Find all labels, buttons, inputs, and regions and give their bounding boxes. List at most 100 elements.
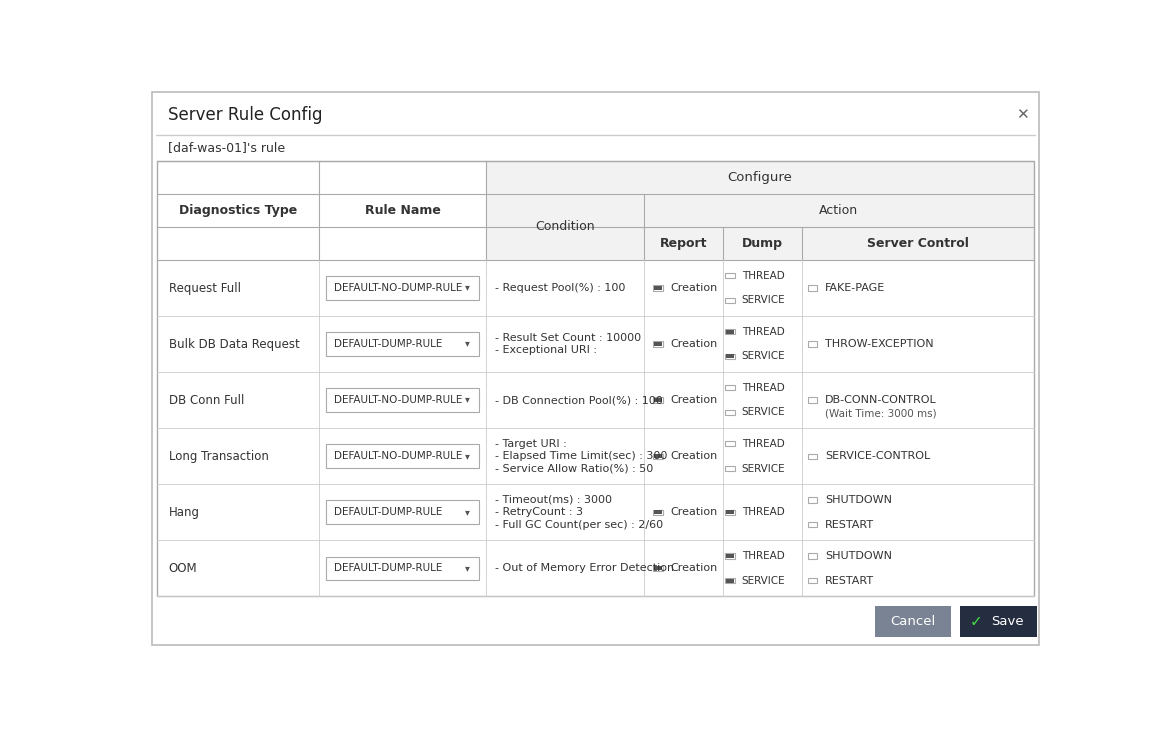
Bar (960, 606, 1037, 637)
Text: THREAD: THREAD (741, 551, 784, 561)
Text: - Exceptional URI :: - Exceptional URI : (495, 345, 597, 356)
Bar (726, 579, 733, 583)
Text: - Target URI :: - Target URI : (495, 439, 567, 449)
Bar (327, 388, 479, 412)
Text: - RetryCount : 3: - RetryCount : 3 (495, 507, 583, 518)
Text: THREAD: THREAD (741, 383, 784, 393)
Text: Bulk DB Data Request: Bulk DB Data Request (168, 337, 300, 350)
Text: SERVICE-CONTROL: SERVICE-CONTROL (825, 451, 931, 461)
Text: Diagnostics Type: Diagnostics Type (179, 204, 297, 217)
Bar (726, 355, 733, 358)
Text: - Request Pool(%) : 100: - Request Pool(%) : 100 (495, 283, 625, 293)
Text: - Elapsed Time Limit(sec) : 300: - Elapsed Time Limit(sec) : 300 (495, 451, 667, 461)
Text: Creation: Creation (670, 283, 718, 293)
Text: Server Control: Server Control (867, 237, 969, 250)
Text: ▾: ▾ (465, 283, 469, 293)
Bar (808, 578, 817, 583)
Text: THREAD: THREAD (741, 327, 784, 337)
Bar (327, 276, 479, 300)
Bar (875, 606, 952, 637)
Bar (808, 553, 817, 558)
Text: - Timeout(ms) : 3000: - Timeout(ms) : 3000 (495, 495, 612, 505)
Text: Request Full: Request Full (168, 282, 241, 294)
Text: Rule Name: Rule Name (365, 204, 440, 217)
Text: ▾: ▾ (465, 450, 469, 461)
Bar (725, 578, 734, 583)
Bar (725, 410, 734, 415)
Bar (808, 522, 817, 527)
Text: Creation: Creation (670, 451, 718, 461)
Bar (157, 161, 1034, 260)
Text: ▾: ▾ (465, 394, 469, 404)
Text: Long Transaction: Long Transaction (168, 450, 268, 463)
Text: - Service Allow Ratio(%) : 50: - Service Allow Ratio(%) : 50 (495, 464, 653, 474)
Bar (654, 566, 661, 570)
Bar (808, 497, 817, 502)
Text: RESTART: RESTART (825, 576, 874, 585)
Text: Configure: Configure (727, 171, 792, 184)
Text: ▾: ▾ (465, 563, 469, 573)
Text: Creation: Creation (670, 507, 718, 518)
Text: DEFAULT-DUMP-RULE: DEFAULT-DUMP-RULE (333, 564, 442, 573)
Text: DEFAULT-NO-DUMP-RULE: DEFAULT-NO-DUMP-RULE (333, 395, 462, 405)
Bar (725, 385, 734, 391)
Bar (726, 554, 733, 558)
Text: [daf-was-01]'s rule: [daf-was-01]'s rule (167, 141, 285, 154)
Text: SERVICE: SERVICE (741, 464, 786, 474)
Text: DB-CONN-CONTROL: DB-CONN-CONTROL (825, 395, 937, 405)
Bar (653, 398, 664, 403)
Text: (Wait Time: 3000 ms): (Wait Time: 3000 ms) (825, 409, 937, 418)
Bar (653, 510, 664, 515)
Bar (653, 285, 664, 291)
Text: DEFAULT-DUMP-RULE: DEFAULT-DUMP-RULE (333, 339, 442, 349)
Text: FAKE-PAGE: FAKE-PAGE (825, 283, 885, 293)
Text: Condition: Condition (535, 220, 595, 234)
Text: - DB Connection Pool(%) : 100: - DB Connection Pool(%) : 100 (495, 395, 662, 405)
Text: THREAD: THREAD (741, 439, 784, 449)
Bar (725, 466, 734, 471)
Bar (725, 510, 734, 515)
Bar (327, 445, 479, 468)
Bar (725, 553, 734, 558)
Bar (157, 161, 320, 260)
Bar (726, 330, 733, 334)
Text: ✕: ✕ (1016, 107, 1028, 122)
Text: DEFAULT-NO-DUMP-RULE: DEFAULT-NO-DUMP-RULE (333, 451, 462, 461)
Text: Cancel: Cancel (890, 615, 935, 628)
Text: Creation: Creation (670, 395, 718, 405)
Text: DB Conn Full: DB Conn Full (168, 393, 244, 407)
Text: OOM: OOM (168, 562, 198, 575)
Bar (327, 501, 479, 524)
Bar (654, 510, 661, 514)
Text: Creation: Creation (670, 564, 718, 573)
Bar (320, 161, 486, 260)
Text: Report: Report (660, 237, 706, 250)
Text: SERVICE: SERVICE (741, 351, 786, 361)
Text: THREAD: THREAD (741, 271, 784, 281)
Text: SERVICE: SERVICE (741, 296, 786, 305)
Bar (726, 510, 733, 514)
Text: Action: Action (819, 204, 859, 217)
Bar (808, 342, 817, 347)
Bar (327, 556, 479, 580)
Bar (157, 161, 1034, 596)
Text: ▾: ▾ (465, 339, 469, 348)
Bar (653, 566, 664, 571)
Text: Save: Save (991, 615, 1024, 628)
Bar (327, 332, 479, 356)
Bar (725, 441, 734, 447)
Text: - Out of Memory Error Detection: - Out of Memory Error Detection (495, 564, 674, 573)
Text: THROW-EXCEPTION: THROW-EXCEPTION (825, 339, 934, 349)
Text: THREAD: THREAD (741, 507, 784, 518)
Bar (654, 286, 661, 290)
Bar (808, 285, 817, 291)
Bar (654, 398, 661, 402)
Bar (725, 329, 734, 334)
Text: SERVICE: SERVICE (741, 407, 786, 418)
Bar (725, 298, 734, 303)
Text: Hang: Hang (168, 506, 200, 519)
Bar (808, 453, 817, 458)
Text: SERVICE: SERVICE (741, 576, 786, 585)
Text: RESTART: RESTART (825, 520, 874, 529)
Text: - Full GC Count(per sec) : 2/60: - Full GC Count(per sec) : 2/60 (495, 520, 664, 529)
